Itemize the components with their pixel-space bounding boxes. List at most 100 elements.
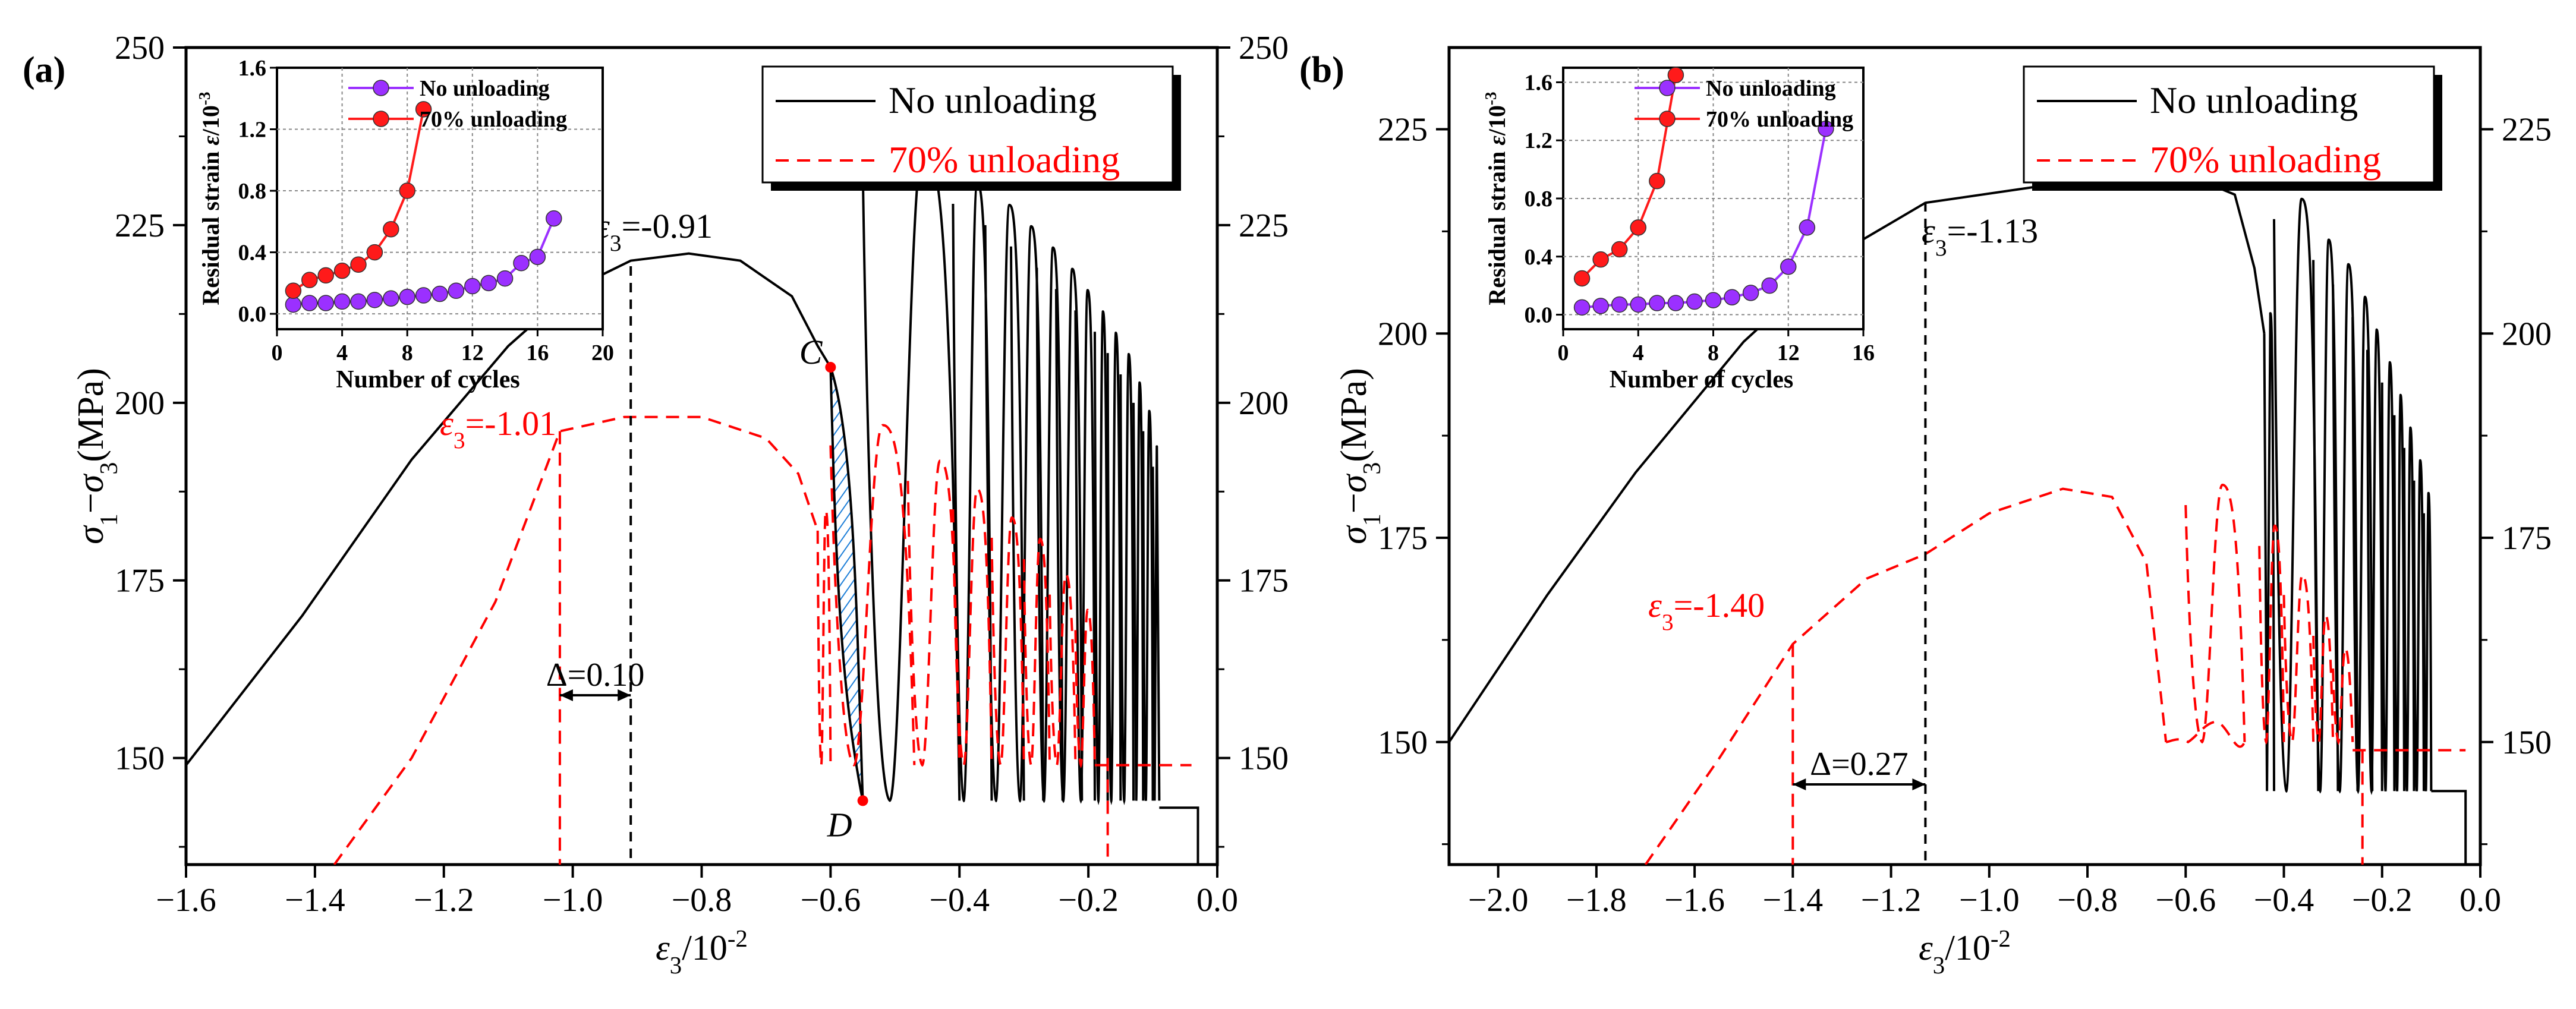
x-tick-label: −1.6 [156,882,216,919]
inset-point [1724,289,1740,305]
y-tick-label: 200 [1378,316,1428,352]
inset-point [432,286,448,301]
y-tick-label: 150 [115,740,165,777]
inset-x-tick-label: 4 [1633,340,1644,365]
series-70-unloading-cycle [908,461,960,765]
inset-point [383,222,399,237]
series-no-unloading-cycle [1108,333,1121,800]
y-tick-label-right: 150 [1239,740,1289,777]
x-axis-label: ε3/10-2 [1919,925,2011,979]
series-70-unloading-cycle [818,510,831,765]
series-70-unloading-cycle [991,518,1024,765]
inset-y-tick-label: 0.4 [1525,245,1553,270]
y-tick-label: 150 [1378,724,1428,761]
inset-point [318,267,333,283]
series-no-unloading-tail [2431,791,2465,865]
inset-point [285,283,301,298]
inset-point [1743,285,1759,301]
inset-point [335,263,350,279]
inset-y-tick-label: 0.0 [1525,303,1553,328]
annotation-eps-red: ε3=-1.40 [1648,586,1765,635]
series-70-unloading-cycle [2284,575,2314,742]
x-tick-label: −1.2 [1861,882,1922,919]
y-tick-label: 225 [115,207,165,244]
delta-arrow-head-left [1793,778,1806,790]
inset-point [1612,242,1627,257]
legend-label-no-unloading: No unloading [2150,79,2358,121]
inset-x-tick-label: 8 [402,340,413,365]
inset-point [367,292,382,308]
series-no-unloading-cycle [1120,354,1133,800]
y-tick-label: 200 [115,385,165,422]
inset-legend-marker [1659,80,1675,96]
inset-point [1687,294,1702,310]
inset-point [318,295,333,311]
legend-label-70-unloading: 70% unloading [889,138,1120,181]
inset-x-tick-label: 8 [1708,340,1719,365]
inset-x-tick-label: 12 [1777,340,1800,365]
inset-point [1612,297,1627,312]
inset-point [481,275,496,291]
inset-point [1649,295,1665,311]
inset-point [514,256,529,271]
inset-point [335,294,350,309]
y-tick-label-right: 225 [1239,207,1289,244]
inset-point [1593,252,1608,267]
x-tick-label: −0.8 [2057,882,2118,919]
x-tick-label: −1.6 [1664,882,1725,919]
series-no-unloading-tail [1159,808,1198,865]
x-tick-label: −0.4 [2254,882,2314,919]
series-no-unloading-cycle [2394,395,2404,792]
legend-label-70-unloading: 70% unloading [2150,138,2381,181]
series-no-unloading-cycle [1133,383,1143,801]
inset-x-tick-label: 20 [591,340,614,365]
series-no-unloading-cycle [1095,311,1108,800]
x-axis: −1.6 −1.4 −1.2 −1.0 −0.8 −0.6 −0.4 −0.2 0.0 [156,865,1238,919]
y-tick-label-right: 175 [1239,563,1289,600]
inset-y-tick-label: 1.2 [1525,128,1553,153]
inset-point [530,249,545,264]
inset-x-tick-label: 0 [272,340,283,365]
inset-x-tick-label: 4 [336,340,348,365]
x-tick-label: −0.2 [1058,882,1119,919]
y-tick-label: 225 [1378,112,1428,149]
series-no-unloading-cycle [1143,411,1152,801]
inset-point [1668,295,1683,311]
x-tick-label: −0.8 [672,882,732,919]
series-no-unloading-cycle [2414,461,2424,792]
y-tick-label: 175 [115,563,165,600]
inset-point [448,283,464,298]
y-tick-label-right: 175 [2502,520,2552,557]
legend: No unloading70% unloading [763,67,1181,191]
series-70-unloading-cycle [2185,485,2244,742]
panel-a: −1.6 −1.4 −1.2 −1.0 −0.8 −0.6 −0.4 −0.2 0.0150 15… [23,30,1289,979]
x-tick-label: −1.0 [1959,882,2020,919]
inset-x-tick-label: 12 [461,340,484,365]
inset-legend-marker [373,80,389,96]
inset-chart: 0 4 8 12 160.00.40.81.21.6Number of cyclesRe… [1482,67,1875,393]
inset-point [416,288,432,303]
y-tick-label-right: 225 [2502,112,2552,149]
annotation-delta: Δ=0.10 [546,657,645,693]
inset-y-tick-label: 0.0 [238,302,267,327]
x-tick-label: −1.8 [1566,882,1627,919]
series-70-unloading-cycle [953,489,991,765]
annotation-eps-red: ε3=-1.01 [440,404,556,453]
inset-point [285,297,301,313]
inset-legend-label: No unloading [1706,76,1836,101]
inset-point [351,294,366,309]
inset-point [1574,270,1590,286]
inset-point [497,271,513,286]
series-70-unloading-prepeak [1646,489,2166,865]
point-c-marker [825,362,836,373]
inset-y-tick-label: 0.8 [238,179,267,204]
inset-y-tick-label: 1.2 [238,118,267,143]
x-tick-label: 0.0 [2460,882,2501,919]
inset-point [1781,259,1796,275]
inset-x-tick-label: 0 [1558,340,1569,365]
inset-legend-label: No unloading [420,76,550,101]
inset-legend-marker [1659,111,1675,127]
x-tick-label: −0.4 [929,882,990,919]
series-no-unloading-cycle [2274,199,2318,792]
legend: No unloading 70% unloading [2024,67,2442,191]
